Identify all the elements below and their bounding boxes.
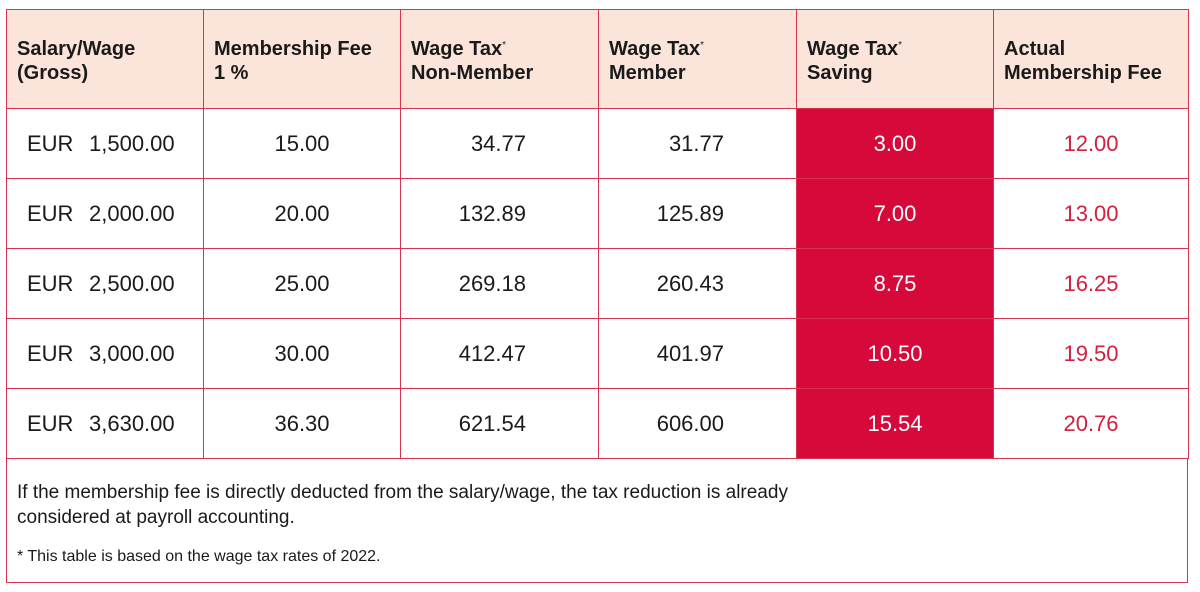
- header-wage-tax-saving: Wage Tax* Saving: [796, 9, 994, 109]
- actual-fee-cell: 13.00: [993, 178, 1189, 249]
- member-tax-cell: 125.89: [598, 178, 797, 249]
- member-tax-cell: 31.77: [598, 108, 797, 179]
- member-tax-cell: 260.43: [598, 248, 797, 319]
- header-salary: Salary/Wage (Gross): [6, 9, 204, 109]
- non-member-tax-cell: 132.89: [400, 178, 599, 249]
- table-row: EUR 3,630.00 36.30 621.54 606.00 15.54 20…: [6, 388, 1189, 459]
- salary-value: 3,000.00: [89, 340, 175, 366]
- non-member-tax-cell: 621.54: [400, 388, 599, 459]
- salary-cell: EUR 1,500.00: [6, 108, 204, 179]
- salary-cell: EUR 2,500.00: [6, 248, 204, 319]
- saving-cell: 15.54: [796, 388, 994, 459]
- non-member-tax-cell: 34.77: [400, 108, 599, 179]
- currency-label: EUR: [27, 270, 74, 296]
- currency-label: EUR: [27, 130, 74, 156]
- fee-cell: 30.00: [203, 318, 401, 389]
- tax-saving-table-container: Salary/Wage (Gross) Membership Fee 1 % Wag…: [6, 9, 1189, 583]
- salary-cell: EUR 2,000.00: [6, 178, 204, 249]
- salary-value: 3,630.00: [89, 410, 175, 436]
- header-row: Salary/Wage (Gross) Membership Fee 1 % Wag…: [6, 9, 1189, 109]
- table-row: EUR 3,000.00 30.00 412.47 401.97 10.50 19…: [6, 318, 1189, 389]
- fee-cell: 25.00: [203, 248, 401, 319]
- header-membership-fee: Membership Fee 1 %: [203, 9, 401, 109]
- saving-cell: 8.75: [796, 248, 994, 319]
- non-member-tax-cell: 269.18: [400, 248, 599, 319]
- member-tax-cell: 401.97: [598, 318, 797, 389]
- header-wage-tax-member: Wage Tax* Member: [598, 9, 797, 109]
- salary-value: 1,500.00: [89, 130, 175, 156]
- header-wage-tax-non-member: Wage Tax* Non-Member: [400, 9, 599, 109]
- footnote: * This table is based on the wage tax ra…: [17, 548, 381, 565]
- actual-fee-cell: 12.00: [993, 108, 1189, 179]
- payroll-note: If the membership fee is directly deduct…: [17, 482, 788, 528]
- salary-value: 2,000.00: [89, 200, 175, 226]
- saving-cell: 7.00: [796, 178, 994, 249]
- salary-value: 2,500.00: [89, 270, 175, 296]
- non-member-tax-cell: 412.47: [400, 318, 599, 389]
- salary-cell: EUR 3,630.00: [6, 388, 204, 459]
- header-actual-membership-fee: Actual Membership Fee: [993, 9, 1189, 109]
- fee-cell: 36.30: [203, 388, 401, 459]
- actual-fee-cell: 16.25: [993, 248, 1189, 319]
- actual-fee-cell: 19.50: [993, 318, 1189, 389]
- table-row: EUR 1,500.00 15.00 34.77 31.77 3.00 12.00: [6, 108, 1189, 179]
- actual-fee-cell: 20.76: [993, 388, 1189, 459]
- saving-cell: 3.00: [796, 108, 994, 179]
- currency-label: EUR: [27, 410, 74, 436]
- table-footer: If the membership fee is directly deduct…: [6, 459, 1188, 583]
- currency-label: EUR: [27, 200, 74, 226]
- member-tax-cell: 606.00: [598, 388, 797, 459]
- fee-cell: 20.00: [203, 178, 401, 249]
- saving-cell: 10.50: [796, 318, 994, 389]
- table-row: EUR 2,000.00 20.00 132.89 125.89 7.00 13.…: [6, 178, 1189, 249]
- table-row: EUR 2,500.00 25.00 269.18 260.43 8.75 16.…: [6, 248, 1189, 319]
- salary-cell: EUR 3,000.00: [6, 318, 204, 389]
- fee-cell: 15.00: [203, 108, 401, 179]
- tax-saving-table: Salary/Wage (Gross) Membership Fee 1 % Wag…: [6, 9, 1189, 459]
- currency-label: EUR: [27, 340, 74, 366]
